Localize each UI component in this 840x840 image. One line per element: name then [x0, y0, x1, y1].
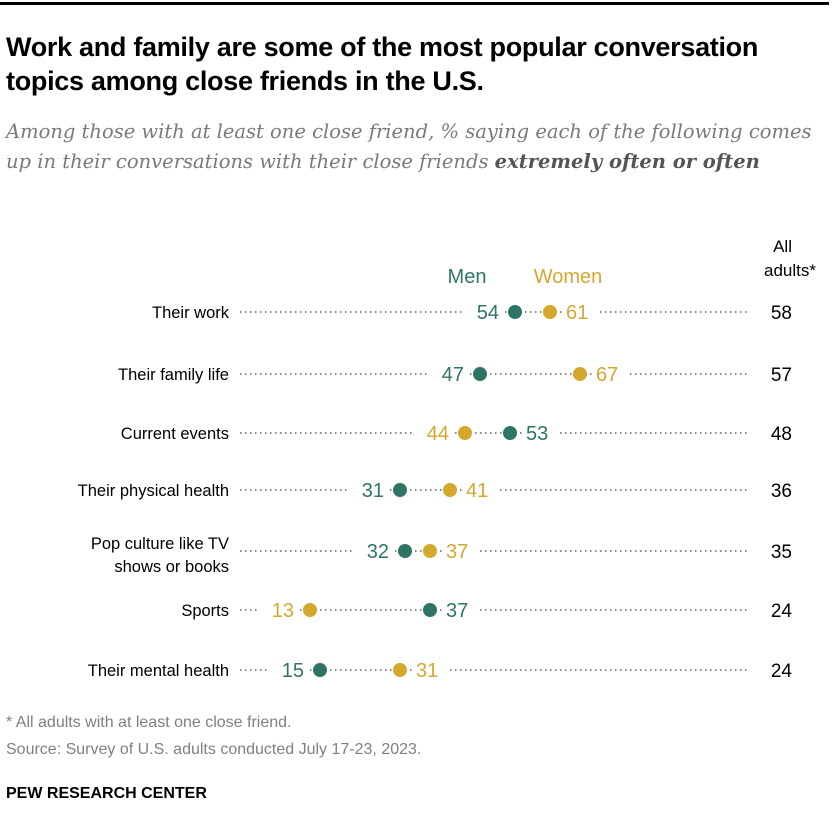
- all-adults-value: 36: [771, 481, 792, 502]
- brand-logo-text: PEW RESEARCH CENTER: [6, 785, 207, 802]
- subtitle-text: Among those with at least one close frie…: [6, 120, 812, 173]
- category-label: Sports: [181, 602, 229, 620]
- label-background: [260, 598, 298, 622]
- label-background: [752, 476, 812, 504]
- label-background: [522, 421, 560, 445]
- category-label: Their family life: [118, 366, 229, 384]
- footnote: * All adults with at least one close fri…: [6, 714, 292, 731]
- dot-men: [393, 483, 407, 497]
- category-label: Their physical health: [78, 482, 229, 500]
- all-adults-value: 48: [771, 424, 792, 445]
- top-rule: [0, 2, 829, 5]
- data-label-women: 44: [427, 423, 449, 445]
- category-label: shows or books: [114, 558, 229, 576]
- label-background: [592, 362, 630, 386]
- all-adults-value: 24: [771, 661, 793, 682]
- chart-title: Work and family are some of the most pop…: [6, 32, 759, 96]
- all-adults-value: 24: [771, 601, 793, 622]
- dot-women: [393, 663, 407, 677]
- all-adults-value: 58: [771, 303, 792, 324]
- dot-men: [423, 603, 437, 617]
- category-label: Pop culture like TV: [91, 535, 229, 553]
- dot-men: [508, 305, 522, 319]
- dot-plot: Men Women All adults* Their work 54 61 58 Their …: [78, 237, 816, 684]
- label-background: [350, 478, 388, 502]
- dot-men: [503, 426, 517, 440]
- dot-women: [443, 483, 457, 497]
- data-label-men: 37: [446, 600, 468, 622]
- dot-men: [313, 663, 327, 677]
- data-label-women: 61: [566, 302, 588, 324]
- dot-men: [473, 367, 487, 381]
- source-note: Source: Survey of U.S. adults conducted …: [6, 741, 422, 758]
- dot-men: [398, 544, 412, 558]
- label-background: [442, 539, 480, 563]
- category-label: Current events: [121, 425, 229, 443]
- data-label-men: 54: [477, 302, 499, 324]
- all-adults-header: adults*: [764, 261, 816, 280]
- label-background: [752, 537, 812, 565]
- label-background: [562, 300, 600, 324]
- data-label-men: 31: [362, 480, 384, 502]
- label-background: [355, 539, 393, 563]
- legend-women: Women: [534, 266, 603, 288]
- data-label-women: 67: [596, 364, 618, 386]
- label-background: [752, 596, 812, 624]
- chart-subtitle: Among those with at least one close frie…: [6, 117, 826, 177]
- label-background: [752, 419, 812, 447]
- data-label-women: 13: [272, 600, 294, 622]
- label-background: [415, 421, 453, 445]
- label-background: [442, 598, 480, 622]
- label-background: [270, 658, 308, 682]
- subtitle-emphasis: extremely often or often: [494, 150, 760, 173]
- dot-women: [573, 367, 587, 381]
- data-label-women: 41: [466, 480, 488, 502]
- data-label-men: 32: [367, 541, 389, 563]
- data-label-women: 37: [446, 541, 468, 563]
- label-background: [412, 658, 450, 682]
- dot-women: [423, 544, 437, 558]
- label-background: [752, 360, 812, 388]
- label-background: [752, 656, 812, 684]
- category-label: Their work: [152, 304, 230, 322]
- label-background: [465, 300, 503, 324]
- all-adults-value: 35: [771, 542, 792, 563]
- dot-women: [543, 305, 557, 319]
- data-label-men: 53: [526, 423, 548, 445]
- all-adults-header: All: [773, 237, 792, 256]
- category-label: Their mental health: [88, 662, 229, 680]
- dot-women: [458, 426, 472, 440]
- dot-women: [303, 603, 317, 617]
- legend-men: Men: [448, 266, 487, 288]
- data-label-women: 31: [416, 660, 438, 682]
- label-background: [752, 298, 812, 326]
- label-background: [462, 478, 500, 502]
- all-adults-value: 57: [771, 365, 792, 386]
- data-label-men: 47: [442, 364, 464, 386]
- label-background: [430, 362, 468, 386]
- data-label-men: 15: [282, 660, 304, 682]
